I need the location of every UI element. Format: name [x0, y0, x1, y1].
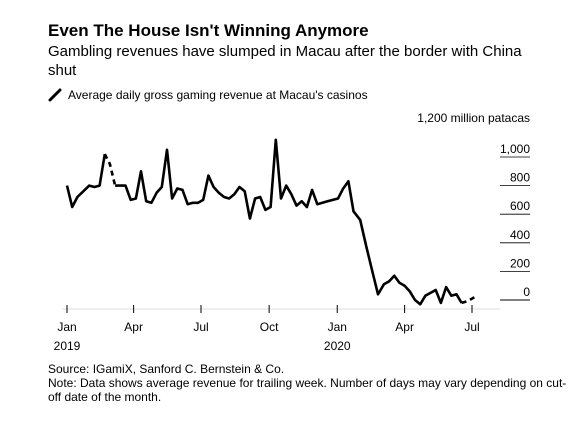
series-line-solid — [65, 153, 107, 209]
series-line-solid — [115, 138, 463, 306]
chart-title: Even The House Isn't Winning Anymore — [48, 21, 369, 40]
footnote: Note: Data shows average revenue for tra… — [48, 376, 567, 404]
y-tick-label: 1,000 — [500, 142, 530, 156]
legend-label: Average daily gross gaming revenue at Ma… — [68, 88, 368, 102]
chart-notes: Source: IGamiX, Sanford C. Bernstein & C… — [48, 362, 568, 404]
legend: Average daily gross gaming revenue at Ma… — [48, 88, 368, 102]
x-tick-label: Jan — [328, 320, 347, 334]
x-tick-label: Jul — [464, 320, 479, 334]
y-tick-label: 0 — [523, 285, 530, 299]
y-axis-label: 1,200 million patacas — [417, 111, 530, 125]
x-tick-label: Jan — [57, 320, 76, 334]
chart-subtitle: Gambling revenues have slumped in Macau … — [48, 43, 522, 79]
x-tick-year-label: 2020 — [324, 339, 351, 353]
series-line-dashed — [461, 294, 478, 305]
y-tick-label: 200 — [510, 256, 530, 270]
x-tick-label: Jul — [193, 320, 208, 334]
y-tick-label: 600 — [510, 199, 530, 213]
source-note: Source: IGamiX, Sanford C. Bernstein & C… — [48, 362, 285, 376]
legend-swatch-icon — [48, 88, 62, 102]
x-tick-label: Apr — [124, 320, 143, 334]
y-tick-label: 400 — [510, 228, 530, 242]
x-tick-label: Oct — [260, 320, 279, 334]
x-tick-year-label: 2019 — [54, 339, 81, 353]
y-tick-label: 800 — [510, 171, 530, 185]
series-line-dashed — [103, 153, 117, 186]
x-tick-label: Apr — [395, 320, 414, 334]
